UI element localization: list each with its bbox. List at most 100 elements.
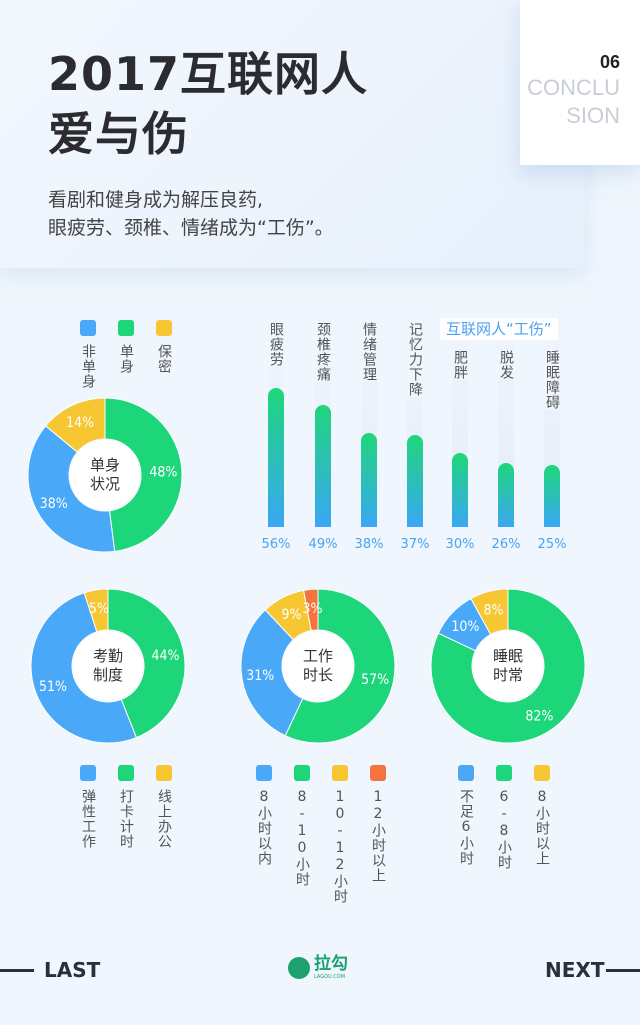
title-line: 2017互联网人	[48, 47, 369, 101]
donut-center	[283, 631, 353, 701]
bar-6	[544, 465, 560, 527]
lagou-logo: 拉勾 LAGOU.COM	[288, 954, 348, 981]
slice-label: 44%	[151, 648, 179, 664]
bar-0	[268, 388, 284, 527]
bar-category-label: 情绪管理	[361, 322, 377, 382]
logo-text: 拉勾	[314, 954, 348, 974]
donut-slice-yellow	[470, 588, 509, 636]
donut-slice-yellow	[83, 588, 109, 633]
logo-sub: LAGOU.COM	[314, 974, 346, 980]
donut-slice-green	[104, 397, 183, 552]
slice-label: 82%	[525, 708, 553, 724]
slice-label: 51%	[39, 679, 67, 695]
bar-5	[498, 462, 514, 527]
bar-value-label: 25%	[537, 537, 567, 552]
donut-slice-yellow	[44, 397, 106, 453]
last-line	[0, 969, 34, 972]
legend-swatch-blue	[80, 765, 96, 781]
legend-swatch-blue	[80, 320, 96, 336]
legend-label: 8小时以上	[534, 789, 550, 866]
header-panel	[0, 0, 585, 268]
bar-category-label: 睡眠障碍	[544, 350, 560, 410]
donut-center	[473, 631, 543, 701]
last-button[interactable]: LAST	[44, 958, 101, 982]
legend-swatch-yellow	[156, 320, 172, 336]
bar-1	[315, 405, 331, 527]
subtitle-line: 看剧和健身成为解压良药,	[48, 189, 264, 211]
legend-swatch-blue	[256, 765, 272, 781]
donut-slice-blue	[27, 425, 116, 553]
donut-slice-green	[284, 588, 396, 744]
bar-category-label: 肥胖	[452, 350, 468, 380]
legend-label: 不足6小时	[458, 789, 474, 866]
slice-label: 9%	[281, 607, 301, 623]
bar-value-label: 26%	[491, 537, 521, 552]
legend-label: 线上办公	[156, 789, 172, 849]
slice-label: 5%	[89, 601, 109, 617]
bar-4	[452, 452, 468, 527]
donut-slice-orange	[302, 588, 319, 632]
bar-value-label: 30%	[445, 537, 475, 552]
bar-value-label: 38%	[354, 537, 384, 552]
legend-label: 单身	[118, 344, 134, 374]
bar-category-label: 颈椎疼痛	[315, 322, 331, 382]
slice-label: 3%	[303, 601, 323, 617]
subtitle-line: 眼疲劳、颈椎、情绪成为“工伤”。	[48, 217, 334, 239]
slice-label: 38%	[40, 496, 68, 512]
donut-center	[70, 440, 140, 510]
donut-slice-blue	[30, 592, 137, 744]
bar-chart-title: 互联网人“工伤”	[440, 318, 558, 340]
donut-slice-green	[107, 588, 186, 739]
title-line: 爱与伤	[48, 107, 189, 161]
legend-label: 弹性工作	[80, 789, 96, 849]
subtitle: 看剧和健身成为解压良药, 眼疲劳、颈椎、情绪成为“工伤”。	[48, 186, 334, 242]
next-line	[606, 969, 640, 972]
donut-slice-green	[430, 588, 586, 744]
donut-slice-blue	[240, 609, 304, 737]
legend-swatch-green	[118, 320, 134, 336]
slice-label: 8%	[483, 602, 503, 618]
legend-swatch-green	[118, 765, 134, 781]
slice-label: 48%	[149, 464, 177, 480]
legend-label: 6-8小时	[496, 789, 512, 870]
bar-value-label: 37%	[400, 537, 430, 552]
next-button[interactable]: NEXT	[545, 958, 605, 982]
donut-title: 睡眠时常	[492, 647, 523, 684]
donut-title: 单身状况	[89, 456, 120, 493]
legend-label: 10-12小时	[332, 789, 348, 904]
legend-label: 12小时以上	[370, 789, 386, 883]
slice-label: 31%	[246, 668, 274, 684]
legend-label: 打卡计时	[118, 789, 134, 849]
legend-swatch-yellow	[332, 765, 348, 781]
bar-category-label: 眼疲劳	[268, 322, 284, 367]
section-number: 06	[599, 52, 620, 72]
logo-icon	[288, 956, 310, 979]
legend-label: 保密	[156, 344, 172, 374]
legend-swatch-yellow	[534, 765, 550, 781]
slice-label: 57%	[361, 672, 389, 688]
legend-label: 8小时以内	[256, 789, 272, 866]
page-title: 2017互联网人 爱与伤	[48, 44, 368, 164]
section-badge: 06 CONCLU SION	[520, 0, 640, 165]
donut-center	[73, 631, 143, 701]
bar-category-label: 记忆力下降	[407, 322, 423, 397]
bar-value-label: 56%	[261, 537, 291, 552]
legend-label: 非单身	[80, 344, 96, 389]
section-word: CONCLU	[527, 75, 620, 100]
bar-3	[407, 435, 423, 527]
legend-swatch-yellow	[156, 765, 172, 781]
bar-2	[361, 432, 377, 527]
donut-title: 考勤制度	[92, 647, 123, 684]
bar-category-label: 脱发	[498, 350, 514, 380]
legend-swatch-orange	[370, 765, 386, 781]
bar-value-label: 49%	[308, 537, 338, 552]
slice-label: 10%	[451, 619, 479, 635]
legend-swatch-green	[496, 765, 512, 781]
section-word: SION	[566, 103, 620, 128]
slice-label: 14%	[66, 415, 94, 431]
legend-swatch-green	[294, 765, 310, 781]
legend-label: 8-10小时	[294, 789, 310, 887]
legend-swatch-blue	[458, 765, 474, 781]
donut-title: 工作时长	[302, 647, 333, 684]
